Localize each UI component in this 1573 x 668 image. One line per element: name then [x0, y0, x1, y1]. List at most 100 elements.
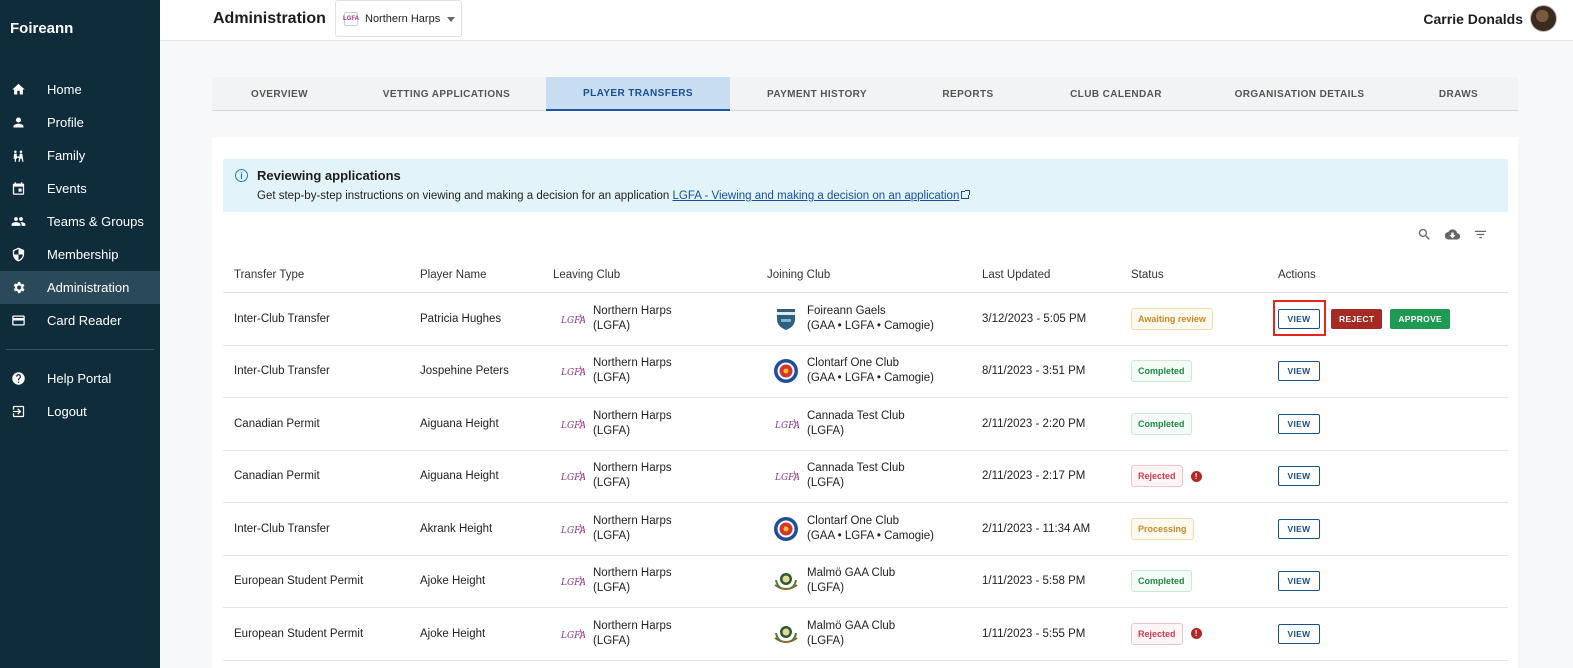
help-article-link-text[interactable]: LGFA - Viewing and making a decision on …	[672, 190, 960, 202]
view-button[interactable]: VIEW	[1278, 518, 1320, 539]
club-crest-icon: LGFA	[773, 411, 799, 437]
col-status[interactable]: Status	[1131, 268, 1164, 281]
status-badge: Processing	[1131, 517, 1194, 540]
sidebar-item-card-reader[interactable]: Card Reader	[0, 304, 160, 337]
joining-club-text: Malmö GAA Club (LGFA)	[807, 619, 895, 649]
reject-button[interactable]: REJECT	[1331, 308, 1383, 329]
view-button-wrap: VIEW	[1278, 571, 1320, 592]
col-transfer-type[interactable]: Transfer Type	[234, 268, 305, 281]
leaving-club-text: Northern Harps (LGFA)	[593, 461, 672, 491]
info-icon: i	[235, 169, 248, 182]
user-name[interactable]: Carrie Donalds	[1423, 11, 1523, 27]
sidebar-item-logout[interactable]: Logout	[0, 395, 160, 428]
cell-last-updated: 1/11/2023 - 5:58 PM	[982, 575, 1086, 588]
view-button-wrap: VIEW	[1278, 466, 1320, 487]
approve-button[interactable]: APPROVE	[1390, 308, 1451, 329]
tab-overview[interactable]: OVERVIEW	[251, 88, 308, 100]
focus-highlight	[1273, 299, 1326, 336]
lgfa-logo-icon: LGFA	[559, 358, 585, 384]
view-button-wrap: VIEW	[1278, 518, 1320, 539]
leaving-club-name: Northern Harps	[593, 567, 672, 580]
joining-club-name: Clontarf One Club	[807, 514, 900, 527]
view-button-wrap: VIEW	[1278, 623, 1320, 644]
alert-icon[interactable]: !	[1190, 628, 1202, 640]
leaving-club-text: Northern Harps (LGFA)	[593, 619, 672, 649]
sidebar-item-events[interactable]: Events	[0, 172, 160, 205]
cell-actions: VIEW	[1278, 503, 1320, 555]
col-player-name[interactable]: Player Name	[420, 268, 487, 281]
view-button[interactable]: VIEW	[1278, 623, 1320, 644]
col-last-updated[interactable]: Last Updated	[982, 268, 1051, 281]
tab-vetting-applications[interactable]: VETTING APPLICATIONS	[382, 88, 511, 100]
view-button[interactable]: VIEW	[1278, 308, 1320, 329]
tab-organisation-details[interactable]: ORGANISATION DETAILS	[1234, 88, 1365, 100]
info-description: Get step-by-step instructions on viewing…	[257, 190, 670, 202]
cell-player-name: Ajoke Height	[420, 575, 486, 588]
tab-club-calendar[interactable]: CLUB CALENDAR	[1070, 88, 1162, 100]
org-select-value: Northern Harps	[365, 12, 441, 25]
leaving-club-text: Northern Harps (LGFA)	[593, 356, 672, 386]
joining-club-text: Cannada Test Club (LGFA)	[807, 461, 905, 491]
sidebar-item-administration[interactable]: Administration	[0, 271, 160, 304]
search-icon[interactable]	[1416, 226, 1432, 242]
help-icon	[10, 371, 26, 387]
info-title: Reviewing applications	[257, 168, 401, 183]
sidebar-item-help-portal[interactable]: Help Portal	[0, 362, 160, 395]
sidebar-item-family[interactable]: Family	[0, 139, 160, 172]
lgfa-logo-icon: LGFA	[559, 463, 585, 489]
filter-icon[interactable]	[1472, 226, 1488, 242]
cell-player-name: Akrank Height	[420, 522, 493, 535]
sidebar-item-membership[interactable]: Membership	[0, 238, 160, 271]
gear-icon	[10, 280, 26, 296]
joining-club-org: (GAA • LGFA • Camogie)	[807, 529, 934, 542]
lgfa-logo-icon: LGFA	[559, 621, 585, 647]
club-crest-icon	[773, 306, 799, 332]
status-badge: Completed	[1131, 570, 1192, 593]
cell-leaving-club: LGFA Northern Harps (LGFA)	[559, 503, 672, 555]
alert-icon[interactable]: !	[1190, 470, 1202, 482]
leaving-club-text: Northern Harps (LGFA)	[593, 409, 672, 439]
sidebar-item-teams-groups[interactable]: Teams & Groups	[0, 205, 160, 238]
joining-club-org: (LGFA)	[807, 582, 845, 595]
col-leaving-club[interactable]: Leaving Club	[553, 268, 621, 281]
view-button[interactable]: VIEW	[1278, 413, 1320, 434]
col-actions: Actions	[1278, 268, 1316, 281]
view-button[interactable]: VIEW	[1278, 571, 1320, 592]
joining-club-text: Foireann Gaels (GAA • LGFA • Camogie)	[807, 304, 934, 334]
tab-reports[interactable]: REPORTS	[942, 88, 994, 100]
cell-last-updated: 2/11/2023 - 11:34 AM	[982, 522, 1091, 535]
table-row: Inter-Club Transfer Patricia Hughes LGFA No…	[223, 293, 1508, 346]
sidebar-item-profile[interactable]: Profile	[0, 106, 160, 139]
sidebar-item-home[interactable]: Home	[0, 73, 160, 106]
view-button-wrap: VIEW	[1278, 413, 1320, 434]
view-button[interactable]: VIEW	[1278, 466, 1320, 487]
table-row: European Student Permit Ajoke Height LGFA N…	[223, 556, 1508, 608]
tab-player-transfers[interactable]: PLAYER TRANSFERS	[546, 77, 730, 111]
col-joining-club[interactable]: Joining Club	[767, 268, 831, 281]
view-button[interactable]: VIEW	[1278, 361, 1320, 382]
sidebar-item-label: Teams & Groups	[47, 214, 144, 229]
svg-text:LGFA: LGFA	[560, 316, 585, 326]
leaving-club-name: Northern Harps	[593, 462, 672, 475]
tab-payment-history[interactable]: PAYMENT HISTORY	[767, 88, 867, 100]
cell-player-name: Ajoke Height	[420, 627, 486, 640]
cell-status: Processing	[1131, 503, 1194, 555]
leaving-club-text: Northern Harps (LGFA)	[593, 514, 672, 544]
tab-draws[interactable]: DRAWS	[1438, 88, 1479, 100]
joining-club-text: Clontarf One Club (GAA • LGFA • Camogie)	[807, 514, 934, 544]
table-row: Canadian Permit Aiguana Height LGFA Norther…	[223, 398, 1508, 451]
help-article-link[interactable]: LGFA - Viewing and making a decision on …	[672, 190, 971, 202]
sidebar-item-label: Family	[47, 148, 86, 163]
brand-logo[interactable]: Foireann	[10, 20, 74, 37]
lgfa-logo-icon: LGFA	[559, 306, 585, 332]
leaving-club-name: Northern Harps	[593, 619, 672, 632]
cell-leaving-club: LGFA Northern Harps (LGFA)	[559, 451, 672, 503]
cloud-download-icon[interactable]	[1444, 226, 1460, 242]
joining-club-org: (LGFA)	[807, 424, 845, 437]
leaving-club-name: Northern Harps	[593, 409, 672, 422]
org-select[interactable]: LGFA Northern Harps	[335, 0, 462, 37]
info-text: Get step-by-step instructions on viewing…	[257, 190, 971, 202]
chevron-down-icon	[447, 17, 455, 22]
cell-leaving-club: LGFA Northern Harps (LGFA)	[559, 293, 672, 345]
avatar[interactable]	[1530, 5, 1557, 32]
